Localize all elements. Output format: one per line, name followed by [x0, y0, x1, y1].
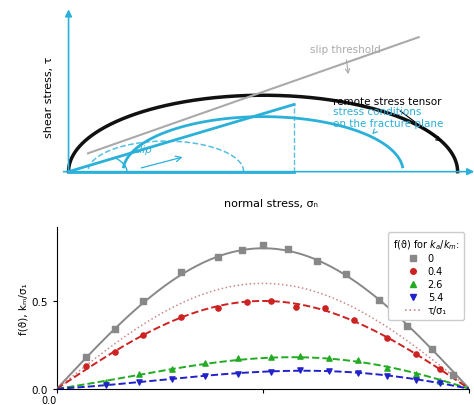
Text: stress conditions
on the fracture plane: stress conditions on the fracture plane — [333, 107, 444, 134]
Text: 0.0: 0.0 — [41, 395, 56, 405]
Text: remote stress tensor: remote stress tensor — [333, 97, 442, 141]
Text: normal stress, σₙ: normal stress, σₙ — [224, 198, 319, 208]
Point — [403, 323, 411, 329]
Point — [284, 246, 292, 253]
Point — [82, 354, 90, 360]
Point — [350, 317, 357, 323]
Point — [201, 360, 209, 367]
Point — [177, 314, 184, 320]
Point — [177, 269, 184, 275]
Point — [235, 371, 242, 377]
Point — [383, 335, 391, 342]
Point — [214, 305, 221, 311]
Point — [375, 297, 383, 304]
Point — [267, 369, 275, 375]
Y-axis label: shear stress, τ: shear stress, τ — [44, 56, 54, 137]
Point — [292, 305, 300, 311]
Point — [354, 357, 362, 363]
Point — [412, 371, 419, 377]
Point — [428, 346, 436, 352]
Point — [169, 376, 176, 383]
Point — [259, 242, 267, 249]
Point — [140, 298, 147, 305]
Point — [243, 298, 250, 305]
Point — [321, 305, 329, 312]
Point — [412, 377, 419, 384]
Point — [325, 354, 333, 361]
Point — [102, 378, 110, 385]
Point — [102, 382, 110, 388]
Point — [201, 373, 209, 379]
Point — [313, 258, 320, 264]
Point — [383, 373, 391, 380]
Point — [136, 379, 143, 386]
Point — [412, 351, 419, 358]
Point — [437, 380, 444, 386]
Point — [111, 349, 118, 356]
Point — [238, 247, 246, 254]
Point — [296, 352, 304, 359]
Point — [267, 298, 275, 305]
Text: slip: slip — [135, 145, 153, 154]
Point — [136, 371, 143, 377]
Text: slip threshold: slip threshold — [310, 45, 381, 74]
Point — [235, 355, 242, 362]
Point — [437, 378, 444, 385]
Y-axis label: f(ϑ), kₘ/σ₁: f(ϑ), kₘ/σ₁ — [18, 282, 28, 334]
Point — [111, 326, 118, 333]
Point — [82, 363, 90, 369]
Point — [383, 365, 391, 371]
Point — [342, 271, 349, 277]
Point — [325, 368, 333, 374]
Point — [169, 366, 176, 372]
Point — [449, 372, 456, 379]
Point — [437, 365, 444, 372]
Point — [140, 332, 147, 338]
Legend: 0, 0.4, 2.6, 5.4, τ/σ₁: 0, 0.4, 2.6, 5.4, τ/σ₁ — [388, 232, 465, 320]
Point — [214, 254, 221, 261]
Point — [354, 369, 362, 376]
Point — [296, 367, 304, 373]
Point — [267, 354, 275, 360]
